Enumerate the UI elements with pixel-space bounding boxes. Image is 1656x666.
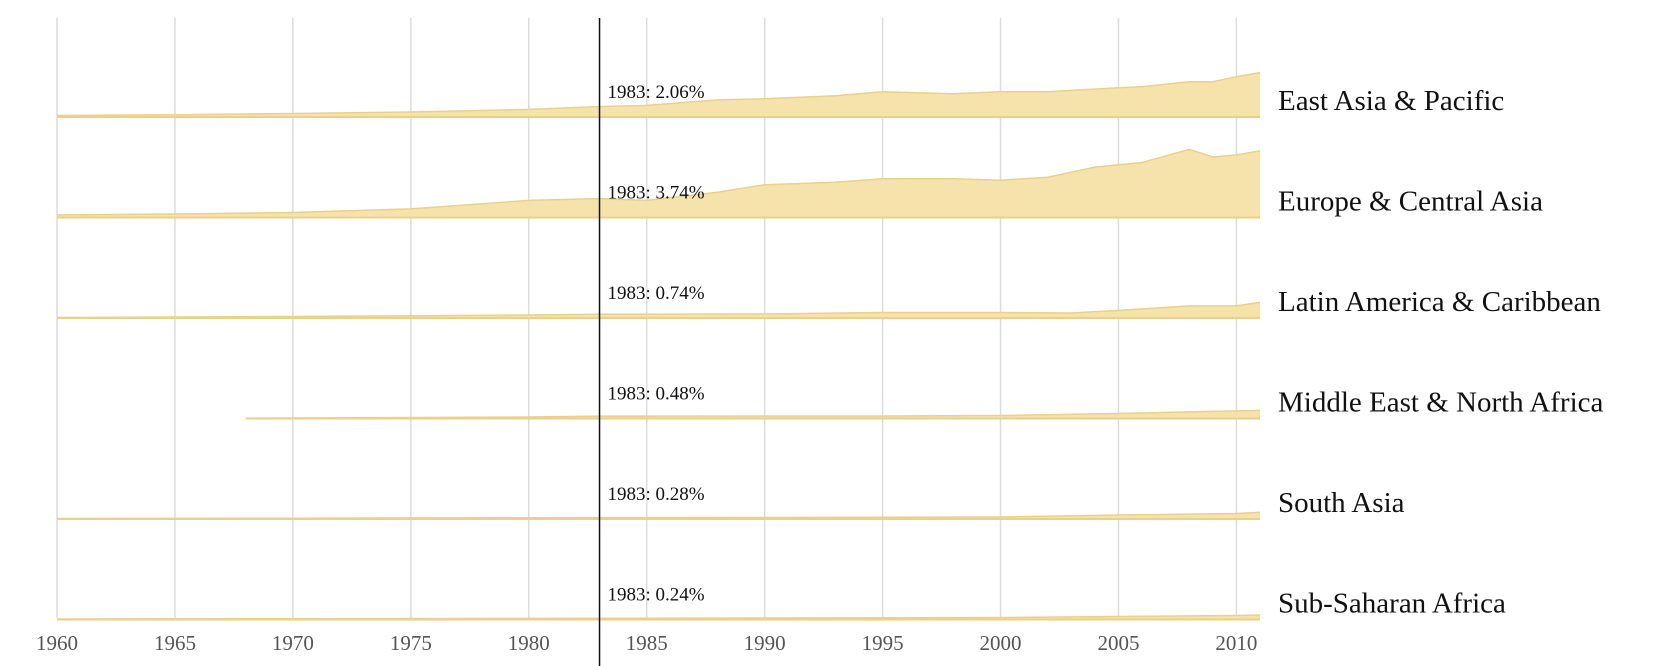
x-tick-label-1985: 1985 — [626, 631, 668, 655]
series-top-line — [56, 71, 1261, 117]
x-axis: 1960 1965 1970 1975 1980 1985 1990 1995 2000 2005… — [36, 631, 1257, 655]
hover-value-label: 1983: 0.74% — [608, 283, 705, 304]
hover-value-label: 1983: 0.24% — [608, 585, 705, 606]
series-label: Latin America & Caribbean — [1278, 286, 1601, 318]
series-top-line — [56, 301, 1261, 319]
series-area — [57, 302, 1260, 318]
series-area — [245, 410, 1260, 419]
series-label: Sub-Saharan Africa — [1278, 588, 1506, 620]
series-row-6: Sub-Saharan Africa — [56, 588, 1506, 621]
series-rows: East Asia & Pacific Europe & Central Asia… — [56, 71, 1604, 621]
hover-value-label: 1983: 2.06% — [608, 82, 705, 103]
x-tick-label-1960: 1960 — [36, 631, 78, 655]
series-label: South Asia — [1278, 487, 1405, 519]
x-tick-label-2005: 2005 — [1097, 631, 1139, 655]
series-top-line — [56, 148, 1261, 216]
series-row-4: Middle East & North Africa — [245, 387, 1604, 420]
x-tick-label-1965: 1965 — [154, 631, 196, 655]
series-area — [57, 149, 1260, 218]
hover-value-label: 1983: 0.48% — [608, 384, 705, 405]
x-tick-label-1970: 1970 — [272, 631, 314, 655]
x-tick-label-1995: 1995 — [862, 631, 904, 655]
series-row-5: South Asia — [56, 487, 1405, 520]
series-label: Europe & Central Asia — [1278, 186, 1543, 218]
x-tick-label-2010: 2010 — [1215, 631, 1257, 655]
series-area — [57, 615, 1260, 620]
series-label: Middle East & North Africa — [1278, 387, 1604, 419]
series-row-1: East Asia & Pacific — [56, 71, 1504, 118]
series-row-3: Latin America & Caribbean — [56, 286, 1601, 319]
x-tick-label-1990: 1990 — [744, 631, 786, 655]
series-label: East Asia & Pacific — [1278, 85, 1504, 117]
series-row-2: Europe & Central Asia — [56, 148, 1543, 219]
hover-value-label: 1983: 0.28% — [608, 484, 705, 505]
series-top-line — [245, 409, 1261, 419]
series-area — [57, 72, 1260, 117]
hover-value-label: 1983: 3.74% — [608, 183, 705, 204]
x-tick-label-1975: 1975 — [390, 631, 432, 655]
x-tick-label-1980: 1980 — [508, 631, 550, 655]
hover-value-labels: 1983: 2.06% 1983: 3.74% 1983: 0.74% 1983: 0… — [608, 82, 705, 606]
x-tick-label-2000: 2000 — [980, 631, 1022, 655]
